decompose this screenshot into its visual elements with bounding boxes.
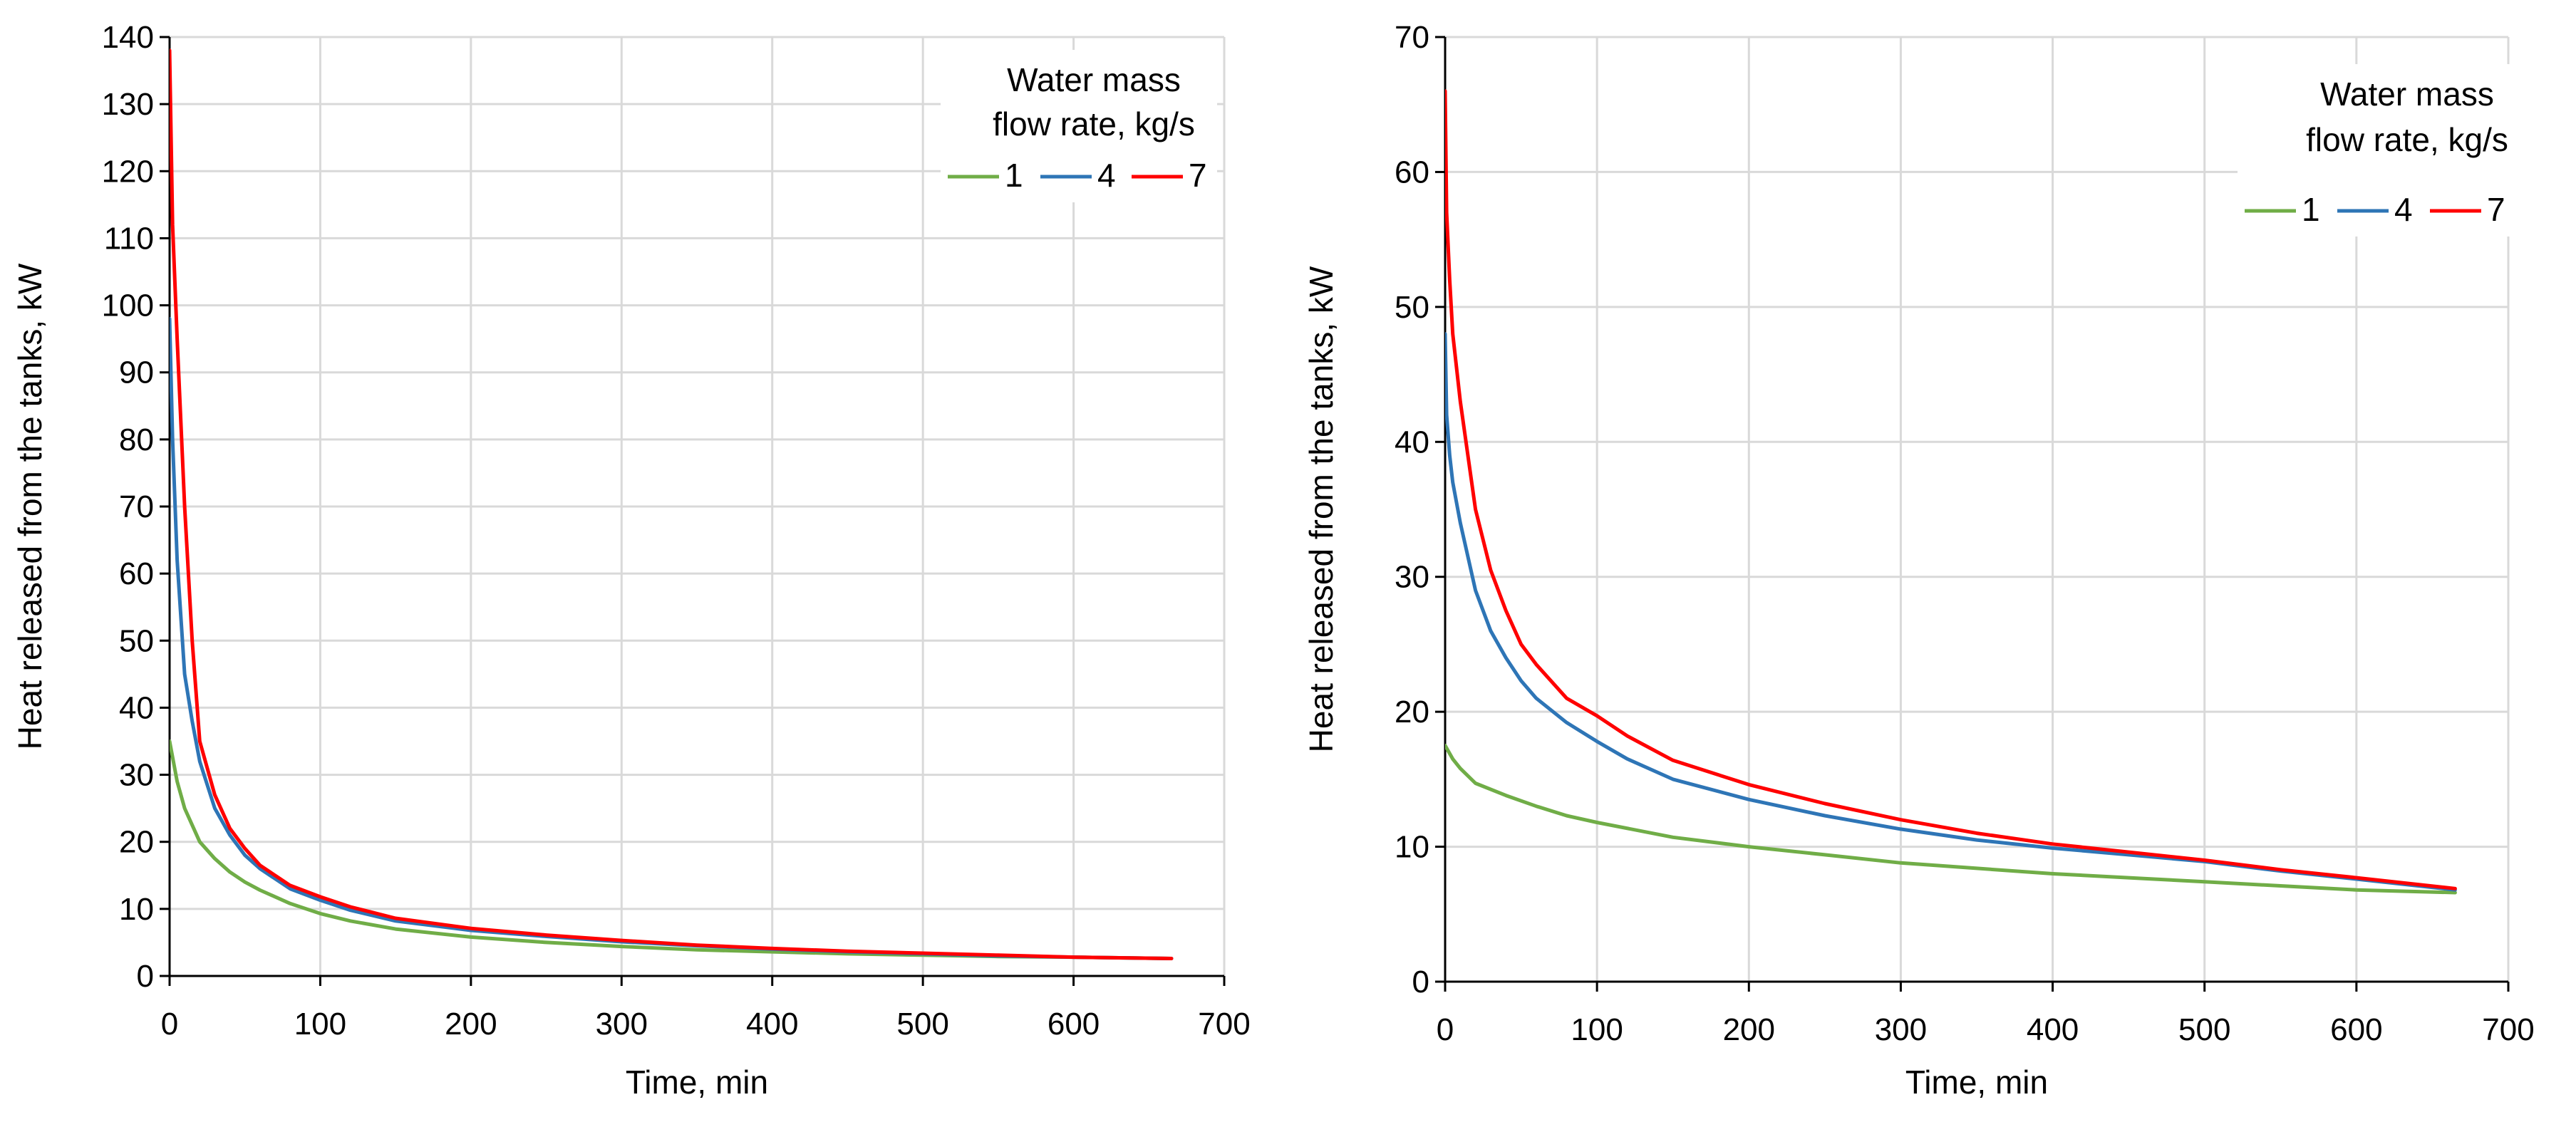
x-tick-label: 600 — [2330, 1012, 2382, 1047]
y-tick-label: 30 — [119, 758, 154, 793]
series-line-1 — [1445, 744, 2457, 895]
x-tick-label: 500 — [896, 1007, 948, 1042]
x-tick-label: 300 — [596, 1007, 648, 1042]
x-tick-label: 400 — [2027, 1012, 2079, 1047]
y-axis-title: Heat released from the tanks, kW — [1303, 266, 1340, 752]
x-tick-label: 700 — [1198, 1007, 1250, 1042]
y-tick-label: 40 — [119, 690, 154, 725]
legend-label-1: 1 — [1005, 157, 1023, 194]
x-tick-label: 200 — [445, 1007, 497, 1042]
x-tick-label: 400 — [746, 1007, 798, 1042]
y-tick-label: 120 — [102, 154, 154, 189]
legend-title-line1: Water mass — [1007, 61, 1181, 98]
x-tick-label: 0 — [161, 1007, 178, 1042]
x-axis-title: Time, min — [1905, 1064, 2048, 1101]
legend-label-7: 7 — [2487, 191, 2505, 228]
y-tick-label: 60 — [1395, 155, 1429, 189]
legend-label-4: 4 — [1097, 157, 1116, 194]
x-tick-label: 300 — [1875, 1012, 1927, 1047]
y-tick-label: 20 — [119, 825, 154, 860]
x-tick-label: 100 — [294, 1007, 346, 1042]
y-tick-label: 140 — [102, 20, 154, 55]
y-tick-label: 10 — [119, 892, 154, 927]
y-tick-label: 110 — [104, 221, 154, 256]
x-tick-label: 0 — [1437, 1012, 1454, 1047]
legend-title-line2: flow rate, kg/s — [993, 105, 1195, 142]
y-tick-label: 80 — [119, 422, 154, 457]
series-line-7 — [170, 48, 1174, 960]
y-tick-label: 60 — [119, 556, 154, 591]
y-tick-label: 20 — [1395, 695, 1429, 729]
y-tick-label: 10 — [1395, 830, 1429, 865]
y-tick-label: 90 — [119, 355, 154, 390]
y-tick-label: 70 — [119, 489, 154, 524]
legend-label-7: 7 — [1189, 157, 1207, 194]
x-tick-label: 600 — [1048, 1007, 1100, 1042]
legend-box — [2238, 64, 2515, 237]
x-axis-title: Time, min — [626, 1064, 768, 1101]
legend-label-1: 1 — [2302, 191, 2320, 228]
x-tick-label: 200 — [1723, 1012, 1775, 1047]
y-tick-label: 30 — [1395, 560, 1429, 595]
y-tick-label: 100 — [102, 289, 154, 323]
x-tick-label: 100 — [1571, 1012, 1623, 1047]
legend-title-line1: Water mass — [2320, 76, 2494, 113]
y-tick-label: 70 — [1395, 20, 1429, 55]
y-tick-label: 130 — [102, 87, 154, 122]
y-tick-label: 50 — [1395, 290, 1429, 325]
y-tick-label: 0 — [1412, 965, 1429, 999]
series-line-4 — [1445, 332, 2457, 892]
y-axis-title: Heat released from the tanks, kW — [11, 263, 48, 749]
x-tick-label: 500 — [2178, 1012, 2230, 1047]
y-tick-label: 50 — [119, 623, 154, 658]
legend-label-4: 4 — [2394, 191, 2413, 228]
x-tick-label: 700 — [2482, 1012, 2534, 1047]
y-tick-label: 0 — [137, 959, 154, 994]
series-line-7 — [1445, 89, 2457, 890]
legend-title-line2: flow rate, kg/s — [2306, 121, 2508, 158]
y-tick-label: 40 — [1395, 425, 1429, 459]
